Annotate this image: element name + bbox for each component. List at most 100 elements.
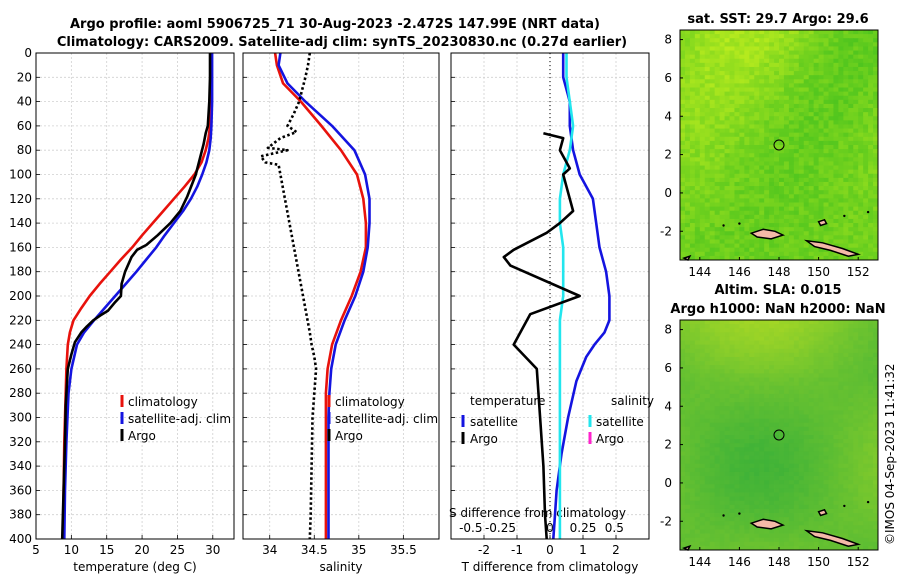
map-cell [783,186,790,191]
map-cell [833,439,839,444]
map-cell [858,463,864,469]
map-cell [848,369,854,374]
map-cell [719,356,725,362]
map-cell [818,120,824,125]
map-cell [783,177,790,183]
sla-map-title-2: Argo h1000: NaN h2000: NaN [670,302,885,317]
depth-tick-label: 200 [9,289,32,303]
map-cell [680,508,686,514]
map-cell [709,406,716,411]
map-cell [838,186,844,191]
map-cell [833,435,839,440]
map-cell [863,46,869,51]
map-cell [749,447,755,452]
map-cell [858,480,864,485]
map-cell [848,218,854,224]
map-cell [714,467,720,473]
map-cell [704,120,711,125]
lat-tick-label: 8 [664,323,672,337]
map-cell [798,340,805,346]
map-cell [858,488,864,493]
map-cell [858,140,864,146]
map-cell [759,537,765,543]
map-cell [793,348,800,354]
map-cell [704,54,711,60]
map-cell [838,471,844,477]
map-cell [783,336,790,341]
map-cell [719,214,725,220]
map-cell [704,161,711,166]
map-cell [818,136,824,142]
map-cell [719,71,725,76]
map-cell [694,389,701,395]
map-cell [774,500,780,506]
map-cell [699,235,706,240]
map-cell [798,124,805,129]
map-cell [774,214,780,220]
map-cell [863,525,869,530]
map-cell [848,373,854,378]
map-cell [704,471,711,477]
map-cell [843,140,849,146]
map-cell [764,344,770,350]
map-cell [783,455,790,461]
map-cell [873,38,879,43]
map-cell [868,398,874,403]
map-cell [833,348,839,354]
map-cell [719,223,725,228]
map-cell [823,373,829,378]
map-cell [724,112,730,117]
map-cell [863,50,869,56]
map-cell [694,356,701,362]
map-cell [808,435,815,440]
map-cell [813,356,819,362]
map-cell [813,521,819,526]
map-cell [729,71,735,76]
map-cell [739,99,745,105]
map-cell [783,426,790,432]
map-cell [863,537,869,543]
map-cell [729,214,735,220]
map-cell [714,336,720,341]
map-cell [754,239,760,244]
map-cell [734,541,740,547]
map-cell [843,116,849,121]
map-cell [764,430,770,436]
map-cell [680,439,686,444]
map-cell [848,504,854,510]
map-cell [694,42,701,47]
map-cell [744,513,750,518]
map-cell [774,140,780,146]
map-cell [729,210,735,216]
map-cell [689,513,696,518]
island-coastline [817,218,828,227]
series-line-climatology [273,52,368,539]
map-cell [729,202,735,208]
map-cell [774,120,780,125]
map-cell [788,194,795,199]
map-cell [734,439,740,444]
map-cell [783,447,790,452]
map-cell [694,377,701,383]
map-cell [729,243,735,249]
depth-tick-label: 40 [17,95,32,109]
map-cell [788,54,795,60]
map-cell [873,332,879,337]
map-cell [868,136,874,142]
map-cell [863,496,869,502]
map-cell [788,247,795,253]
map-cell [863,54,869,60]
map-cell [699,239,706,244]
map-cell [868,541,874,547]
map-cell [813,181,819,187]
legend-label: climatology [335,395,405,409]
map-cell [873,108,879,113]
map-cell [699,38,706,43]
map-cell [749,177,755,183]
map-cell [714,198,720,203]
map-cell [858,344,864,350]
map-cell [699,54,706,60]
map-cell [699,521,706,526]
map-cell [853,186,859,191]
map-cell [754,83,760,88]
